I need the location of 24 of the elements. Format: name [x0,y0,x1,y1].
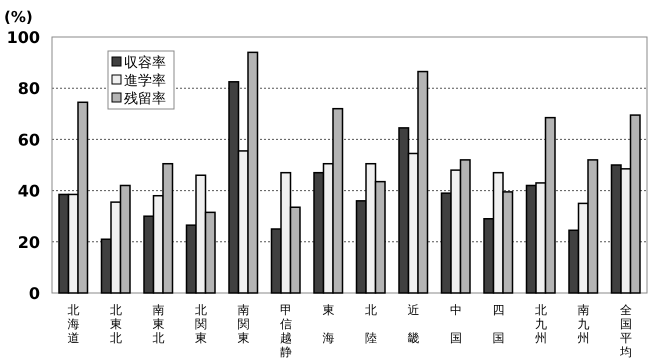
x-tick-label: 北海道 [67,303,80,345]
x-tick-label: 甲信越静 [280,303,292,359]
y-tick-label: 60 [18,130,40,150]
x-tick-label: 四国 [492,303,504,345]
y-tick-label: 40 [18,182,40,201]
y-tick-label: 0 [28,284,40,303]
legend-label: 収容率 [124,55,166,71]
legend-label: 進学率 [124,73,166,89]
x-tick-label: 中国 [450,303,462,345]
x-tick-label: 北関東 [194,303,207,345]
x-tick-label: 北東北 [110,303,122,345]
x-tick-label: 北九州 [534,303,547,345]
y-tick-label: 20 [18,232,40,252]
x-tick-label: 北陸 [364,303,377,345]
x-tick-label: 近畿 [407,303,420,345]
y-axis-title: (%) [4,8,33,26]
x-tick-label: 南東北 [152,303,164,345]
x-tick-label: 南九州 [577,303,590,345]
x-tick-label: 全国平均 [618,303,632,359]
x-tick-label: 南関東 [237,303,250,345]
y-tick-label: 80 [18,79,40,98]
x-tick-label: 東海 [322,303,334,345]
legend-label: 残留率 [124,91,166,107]
y-tick-label: 100 [6,28,40,47]
